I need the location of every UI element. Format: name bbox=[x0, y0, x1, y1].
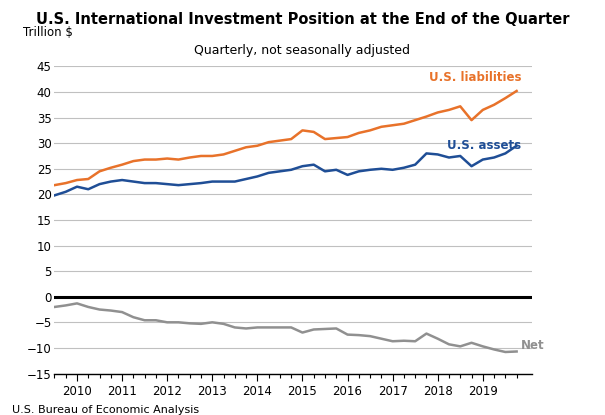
Text: Net: Net bbox=[521, 339, 544, 352]
Text: U.S. International Investment Position at the End of the Quarter: U.S. International Investment Position a… bbox=[36, 12, 569, 27]
Text: Trillion $: Trillion $ bbox=[24, 27, 73, 39]
Text: U.S. assets: U.S. assets bbox=[447, 139, 521, 152]
Text: Quarterly, not seasonally adjusted: Quarterly, not seasonally adjusted bbox=[194, 44, 411, 56]
Text: U.S. Bureau of Economic Analysis: U.S. Bureau of Economic Analysis bbox=[12, 405, 199, 415]
Text: U.S. liabilities: U.S. liabilities bbox=[428, 71, 521, 84]
